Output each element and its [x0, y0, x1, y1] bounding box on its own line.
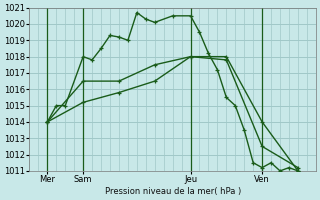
X-axis label: Pression niveau de la mer( hPa ): Pression niveau de la mer( hPa ): [105, 187, 241, 196]
